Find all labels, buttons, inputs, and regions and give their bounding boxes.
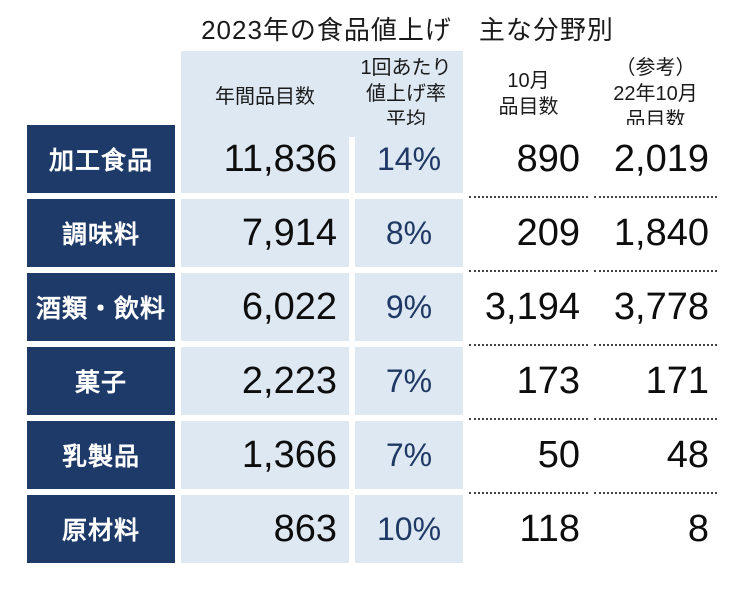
oct22-count-cell: 8 [594, 495, 717, 563]
oct22-count-cell: 3,778 [594, 273, 717, 346]
october-count-cell: 118 [469, 495, 588, 563]
october-count-cell: 3,194 [469, 273, 588, 346]
header-october-line1: 10月 [507, 70, 550, 92]
row-label: 酒類・飲料 [27, 273, 175, 341]
header-avg-rate-line2: 値上げ率 [366, 83, 446, 105]
row-label: 菓子 [27, 347, 175, 415]
row-label: 乳製品 [27, 421, 175, 489]
oct22-count-cell: 171 [594, 347, 717, 420]
october-count-cell: 890 [469, 125, 588, 198]
header-reference-line2: 22年10月 [613, 83, 698, 105]
avg-rate-cell: 9% [355, 273, 463, 341]
annual-count-cell: 6,022 [181, 273, 349, 341]
avg-rate-cell: 7% [355, 421, 463, 489]
header-october-line2: 品目数 [498, 96, 559, 118]
header-reference-line1: （参考） [615, 57, 696, 79]
row-label: 原材料 [27, 495, 175, 563]
price-increase-table: 年間品目数 1回あたり 値上げ率 平均 10月 品目数 （参考） 22年10月 … [27, 51, 731, 563]
october-count-cell: 173 [469, 347, 588, 420]
header-avg-rate: 1回あたり 値上げ率 平均 [349, 51, 463, 137]
avg-rate-cell: 10% [355, 495, 463, 563]
annual-count-cell: 1,366 [181, 421, 349, 489]
annual-count-cell: 863 [181, 495, 349, 563]
page-title: 2023年の食品値上げ 主な分野別 [201, 15, 614, 45]
annual-count-cell: 11,836 [181, 125, 349, 193]
header-blue-group: 年間品目数 1回あたり 値上げ率 平均 [181, 51, 463, 137]
october-count-cell: 50 [469, 421, 588, 494]
oct22-count-cell: 1,840 [594, 199, 717, 272]
header-annual-items: 年間品目数 [215, 85, 315, 108]
avg-rate-cell: 7% [355, 347, 463, 415]
annual-count-cell: 7,914 [181, 199, 349, 267]
avg-rate-cell: 8% [355, 199, 463, 267]
oct22-count-cell: 2,019 [594, 125, 717, 198]
october-count-cell: 209 [469, 199, 588, 272]
row-label: 加工食品 [27, 125, 175, 193]
oct22-count-cell: 48 [594, 421, 717, 494]
annual-count-cell: 2,223 [181, 347, 349, 415]
avg-rate-cell: 14% [355, 125, 463, 193]
row-label: 調味料 [27, 199, 175, 267]
header-avg-rate-line1: 1回あたり [360, 57, 452, 79]
